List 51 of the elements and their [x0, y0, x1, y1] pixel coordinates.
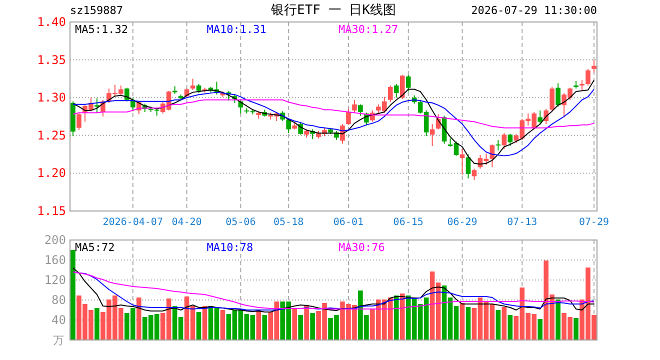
text: MA30:76	[338, 241, 385, 254]
bar	[538, 319, 543, 340]
x-tick-label: 07-29	[578, 217, 610, 228]
x-tick-label: 04-20	[172, 217, 202, 228]
y-tick-label: 40	[52, 313, 66, 327]
bar	[496, 310, 501, 340]
y-tick-label: 1.15	[37, 204, 66, 218]
series-label: MA5:72	[75, 241, 115, 254]
text: MA30:1.27	[338, 23, 398, 36]
text: MA10:78	[206, 241, 254, 254]
bar	[94, 308, 100, 340]
bar	[508, 315, 513, 340]
text: sz159887	[70, 4, 123, 17]
y-tick-label: 80	[52, 293, 66, 307]
bar	[256, 310, 262, 340]
bar	[304, 305, 309, 340]
x-tick-label: 05-18	[274, 217, 304, 228]
y-tick-label: 200	[44, 233, 66, 247]
y-tick-label: 1.20	[37, 166, 66, 180]
y-tick-label: 160	[44, 253, 66, 267]
bar	[466, 307, 471, 340]
bar	[298, 315, 303, 340]
bar	[136, 298, 142, 340]
bar	[394, 296, 399, 340]
chart-title: 银行ETF 一 日K线图	[270, 3, 396, 18]
text: 2026-07-29 11:30:00	[471, 4, 597, 17]
bar	[220, 310, 226, 340]
y-tick-label: 1.25	[37, 128, 66, 142]
text: MA5:1.32	[75, 23, 128, 36]
y-axis-title: 万	[53, 334, 64, 347]
bar	[574, 318, 578, 340]
x-tick-label: 06-29	[447, 217, 478, 228]
y-tick-label: 1.40	[37, 15, 66, 29]
bar	[262, 315, 268, 340]
bar	[400, 294, 405, 340]
y-tick-label: 120	[44, 273, 66, 287]
bar	[502, 307, 507, 340]
y-tick-label: 1.30	[37, 90, 66, 105]
bar	[556, 300, 560, 340]
x-tick-label: 05-06	[226, 217, 256, 228]
bar	[460, 303, 465, 340]
bar	[196, 312, 202, 340]
bar	[70, 250, 76, 340]
bar	[292, 309, 297, 340]
text: MA10:1.31	[206, 23, 266, 36]
x-tick-label: 2026-04-07	[102, 217, 163, 228]
x-tick-label: 07-13	[507, 217, 538, 228]
x-tick-label: 06-01	[333, 217, 364, 228]
x-tick-label: 06-15	[393, 217, 424, 228]
bar	[310, 313, 315, 340]
y-tick-label: 1.35	[37, 52, 66, 67]
